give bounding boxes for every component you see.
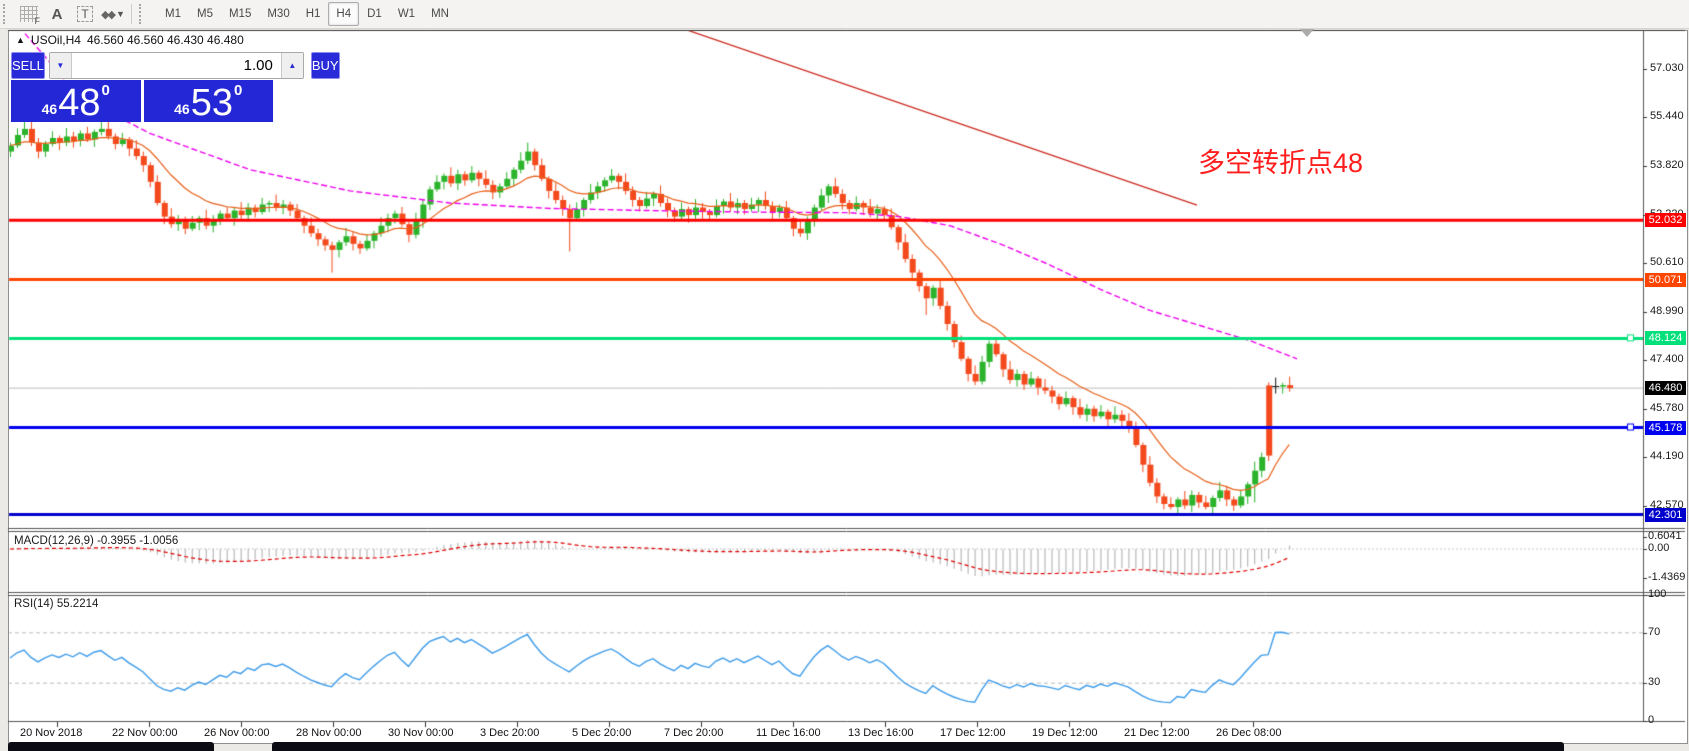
timeframe-m30-button[interactable]: M30 (267, 8, 290, 20)
symbol-title: ▲ USOil,H4 46.560 46.560 46.430 46.480 (16, 33, 244, 47)
timeframe-drag-handle[interactable] (139, 4, 148, 24)
macd-tick-label: 0.00 (1648, 542, 1670, 554)
timeframe-m15-button[interactable]: M15 (228, 8, 252, 20)
price-tick-label: 50.610 (1650, 256, 1684, 269)
bottom-window-strip (8, 742, 214, 751)
price-tick-label: 57.030 (1650, 62, 1684, 74)
rsi-tick-label: 70 (1648, 625, 1661, 638)
rsi-tick-label: 100 (1648, 588, 1667, 600)
date-label: 28 Nov 00:00 (296, 727, 362, 739)
timeframe-h1-button[interactable]: H1 (305, 8, 321, 20)
macd-pane-label: MACD(12,26,9) -0.3955 -1.0056 (14, 535, 179, 547)
buy-button[interactable]: BUY (310, 52, 340, 79)
chart-shift-marker-icon[interactable] (1300, 29, 1314, 37)
timeframe-m1-button[interactable]: M1 (165, 8, 181, 20)
symbol-period-label: USOil,H4 (30, 33, 81, 47)
hline-price-tag: 42.301 (1645, 507, 1686, 522)
date-label: 13 Dec 16:00 (848, 727, 914, 739)
one-click-trade-panel: SELL ▼ ▲ BUY 46 48 0 46 53 0 (11, 52, 340, 124)
date-label: 3 Dec 20:00 (480, 727, 540, 739)
sell-button[interactable]: SELL (11, 52, 45, 79)
timeframe-h4-button[interactable]: H4 (328, 2, 360, 26)
shapes-button[interactable]: ◆◆ ▼ (100, 2, 126, 26)
dotted-grid-icon: F (20, 6, 40, 26)
date-label: 5 Dec 20:00 (572, 727, 632, 739)
rsi-tick-label: 30 (1648, 676, 1661, 689)
date-label: 19 Dec 12:00 (1032, 727, 1098, 739)
hline-price-tag: 45.178 (1645, 420, 1686, 435)
dropdown-caret-icon: ▼ (116, 9, 125, 19)
macd-tick-label: -1.4369 (1648, 570, 1686, 583)
buy-price-sup: 0 (234, 82, 243, 99)
current-price-tag: 46.480 (1645, 381, 1686, 396)
shapes-icon: ◆◆ (101, 8, 116, 21)
volume-wrap: ▼ ▲ (48, 52, 304, 79)
hline-price-tag: 52.032 (1645, 213, 1686, 228)
timeframe-mn-button[interactable]: MN (431, 8, 449, 20)
sell-price-small: 46 (41, 101, 58, 117)
price-tick-label: 55.440 (1650, 110, 1684, 123)
price-tick-label: 45.780 (1650, 402, 1684, 415)
volume-increase-button[interactable]: ▲ (280, 53, 303, 78)
toolbar-separator (131, 4, 132, 24)
hline-price-tag: 48.124 (1645, 331, 1686, 346)
sell-price-tile[interactable]: 46 48 0 (11, 80, 141, 122)
date-label: 17 Dec 12:00 (940, 727, 1006, 739)
buy-price-small: 46 (174, 101, 190, 117)
date-label: 22 Nov 00:00 (112, 727, 178, 739)
letter-a-icon: A (51, 5, 63, 23)
text-label-button[interactable]: A (44, 2, 70, 26)
date-label: 7 Dec 20:00 (664, 727, 724, 739)
date-label: 26 Dec 08:00 (1216, 727, 1282, 739)
date-label: 26 Nov 00:00 (204, 727, 270, 739)
ohlc-values: 46.560 46.560 46.430 46.480 (86, 33, 244, 47)
date-label: 30 Nov 00:00 (388, 727, 454, 739)
toolbar-drag-handle[interactable] (3, 4, 12, 24)
volume-decrease-button[interactable]: ▼ (49, 53, 72, 78)
text-box-icon: T (77, 6, 93, 22)
rsi-tick-label: 0 (1648, 714, 1655, 726)
hline-price-tag: 50.071 (1645, 272, 1686, 287)
timeframe-d1-button[interactable]: D1 (367, 8, 382, 20)
text-box-button[interactable]: T (72, 2, 98, 26)
sell-price-sup: 0 (101, 82, 110, 99)
timeframe-m5-button[interactable]: M5 (196, 8, 213, 20)
timeframe-group: M1 M5 M15 M30 H1 H4 D1 W1 MN (157, 2, 457, 26)
toolbar: F A T ◆◆ ▼ M1 M5 M15 M30 H1 H4 D1 W1 MN (0, 0, 1689, 29)
date-label: 21 Dec 12:00 (1124, 727, 1190, 739)
date-label: 20 Nov 2018 (20, 727, 83, 739)
collapse-triangle-icon[interactable]: ▲ (16, 35, 25, 45)
timeframe-w1-button[interactable]: W1 (397, 8, 416, 20)
expert-grid-icon[interactable]: F (16, 2, 42, 26)
price-tick-label: 44.190 (1650, 450, 1684, 463)
buy-price-big: 53 (190, 82, 233, 124)
date-label: 11 Dec 16:00 (756, 727, 821, 739)
sell-price-big: 48 (58, 82, 101, 124)
rsi-pane-label: RSI(14) 55.2214 (14, 598, 99, 610)
buy-price-tile[interactable]: 46 53 0 (143, 80, 273, 124)
bottom-window-strip (272, 742, 1564, 751)
price-tick-label: 48.990 (1650, 305, 1684, 318)
price-tick-label: 47.400 (1650, 353, 1684, 366)
volume-input[interactable] (71, 53, 281, 78)
macd-tick-label: 0.6041 (1648, 529, 1682, 542)
price-tick-label: 53.820 (1650, 159, 1684, 172)
chart-text-annotation[interactable]: 多空转折点48 (1198, 148, 1364, 178)
